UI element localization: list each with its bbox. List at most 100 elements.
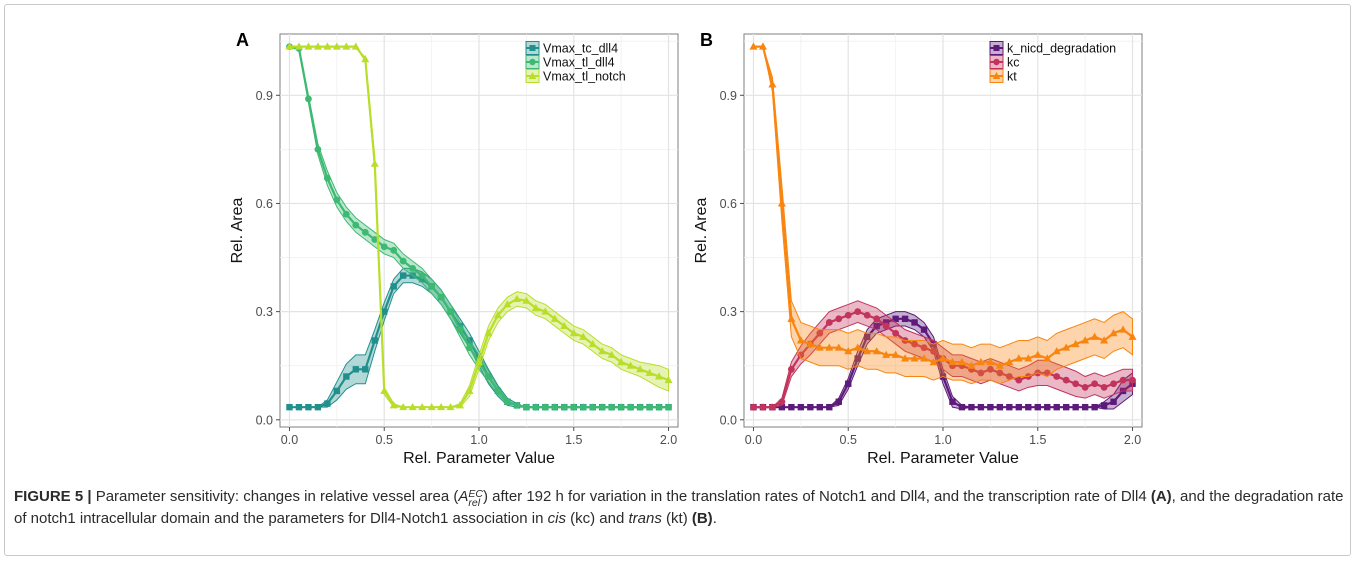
data-point xyxy=(910,354,919,362)
data-point xyxy=(854,355,861,362)
data-point xyxy=(1034,403,1041,411)
data-point xyxy=(294,42,303,50)
data-point xyxy=(560,321,569,330)
data-point xyxy=(513,401,521,409)
data-point xyxy=(512,294,521,303)
data-point xyxy=(863,311,871,319)
x-tick-label: 0.5 xyxy=(376,433,393,447)
data-point xyxy=(323,174,331,182)
legend-label: k_nicd_degradation xyxy=(1007,42,1116,56)
data-point xyxy=(1052,347,1061,355)
data-point xyxy=(1062,403,1070,411)
data-point xyxy=(778,403,786,411)
data-point xyxy=(882,322,890,330)
data-point xyxy=(418,275,426,283)
data-point xyxy=(324,400,331,407)
panel-label: B xyxy=(700,30,713,50)
data-point xyxy=(958,403,966,411)
data-point xyxy=(342,42,351,50)
data-point xyxy=(816,329,824,337)
data-point xyxy=(976,357,985,366)
data-point xyxy=(920,354,929,362)
data-point xyxy=(399,402,408,411)
caption-supsub: EC rel xyxy=(468,489,483,509)
x-tick-label: 1.5 xyxy=(1029,433,1046,447)
data-point xyxy=(920,344,928,352)
caption-text-6: . xyxy=(712,510,717,527)
data-point xyxy=(1071,339,1080,348)
data-point xyxy=(418,402,427,411)
x-tick-label: 1.5 xyxy=(565,433,582,447)
data-point xyxy=(333,387,341,395)
data-point xyxy=(550,314,559,322)
data-point xyxy=(390,283,397,290)
data-point xyxy=(466,344,473,352)
data-point xyxy=(977,369,985,377)
x-axis-title: Rel. Parameter Value xyxy=(867,450,1019,467)
data-point xyxy=(361,228,369,236)
data-point xyxy=(504,398,511,406)
data-point xyxy=(892,329,900,337)
series-kt xyxy=(749,42,1137,385)
data-point xyxy=(456,401,465,409)
data-point xyxy=(343,373,350,380)
data-point xyxy=(465,386,474,394)
data-point xyxy=(381,308,388,315)
data-point xyxy=(1119,376,1127,384)
data-point xyxy=(1053,373,1061,380)
data-point xyxy=(304,42,313,50)
data-point xyxy=(750,403,757,411)
data-point xyxy=(428,282,436,290)
data-point xyxy=(1053,403,1060,411)
data-point xyxy=(532,403,540,411)
panel-a: 0.0 0.5 1.0 1.5 2.0 0.0 0.3 0.6 0.9 Rel. Paramete… xyxy=(229,30,679,467)
caption-symbol: A xyxy=(458,488,469,505)
caption-text-4: (kc) and xyxy=(565,510,629,527)
data-point xyxy=(1110,380,1117,388)
y-tick-label: 0.0 xyxy=(720,413,737,427)
data-point xyxy=(968,403,975,411)
caption-ref-b: (B) xyxy=(691,510,713,527)
x-axis-title: Rel. Parameter Value xyxy=(403,450,555,467)
data-point xyxy=(1062,343,1071,351)
data-point xyxy=(1128,332,1137,340)
legend-label: kc xyxy=(1007,56,1020,70)
data-point xyxy=(901,315,909,323)
data-point xyxy=(853,343,862,351)
data-point xyxy=(598,403,606,411)
data-point xyxy=(380,243,388,251)
data-point xyxy=(494,387,502,395)
data-point xyxy=(305,403,312,411)
data-point xyxy=(389,401,398,409)
data-point xyxy=(645,368,654,376)
data-point xyxy=(863,333,871,341)
data-point xyxy=(607,350,616,358)
data-point xyxy=(1006,403,1013,411)
x-tick-label: 0.5 xyxy=(840,433,857,447)
data-point xyxy=(778,398,786,406)
grid xyxy=(744,34,1142,427)
data-point xyxy=(313,42,322,50)
data-point xyxy=(1043,354,1052,362)
data-point xyxy=(891,350,900,358)
data-point xyxy=(408,402,417,411)
data-point xyxy=(456,322,464,330)
data-point xyxy=(986,357,995,366)
data-point xyxy=(493,311,502,319)
data-point xyxy=(797,403,805,411)
legend-label: kt xyxy=(1007,70,1017,84)
caption-trans: trans xyxy=(628,510,662,527)
data-point xyxy=(664,375,673,384)
data-point xyxy=(1109,329,1118,337)
data-point xyxy=(1044,403,1051,411)
data-point xyxy=(987,403,994,411)
data-point xyxy=(636,365,645,373)
series-vmax-tl-notch xyxy=(285,42,673,411)
data-point xyxy=(617,403,625,411)
data-point xyxy=(447,308,454,316)
data-point xyxy=(418,272,426,279)
legend-label: Vmax_tl_dll4 xyxy=(543,56,615,70)
data-point xyxy=(446,402,455,411)
data-point xyxy=(655,372,664,380)
